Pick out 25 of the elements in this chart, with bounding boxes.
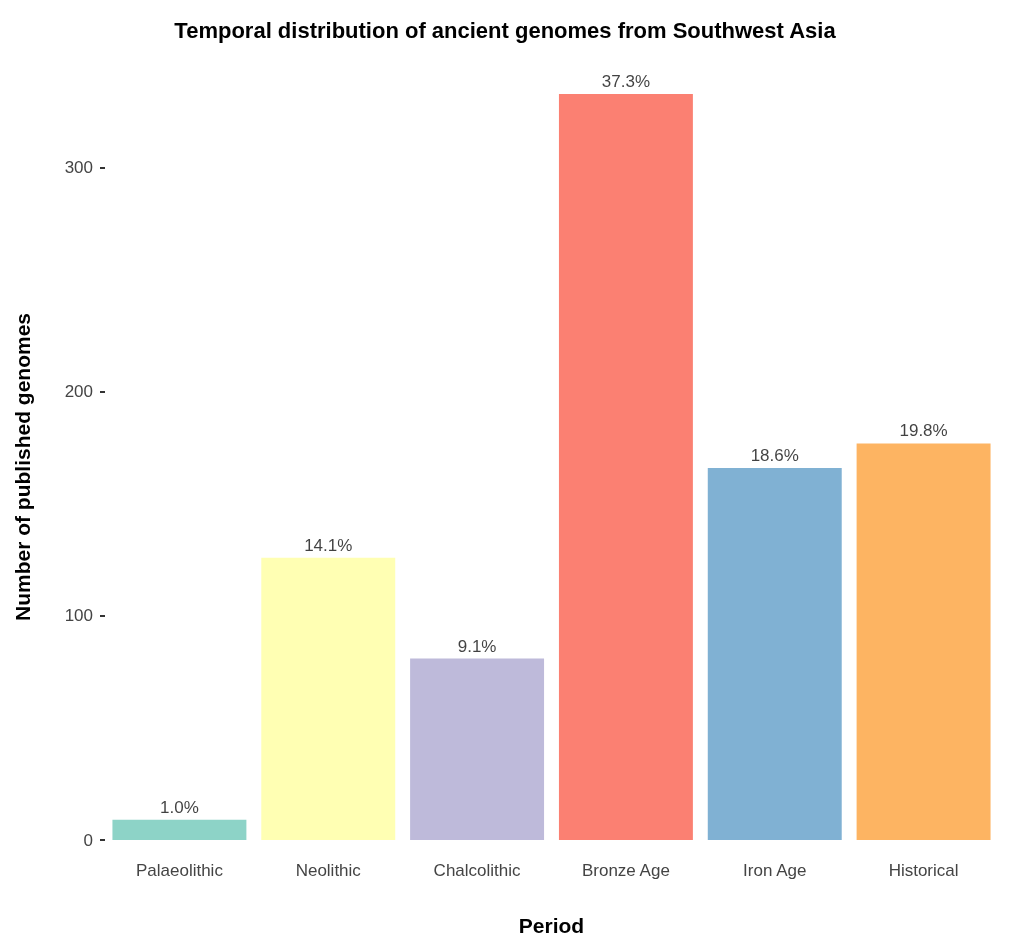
bar — [112, 819, 247, 840]
bar — [707, 468, 842, 840]
x-tick-label: Historical — [888, 861, 959, 880]
chart-title: Temporal distribution of ancient genomes from Southwest Asia — [174, 17, 837, 43]
bar — [410, 658, 545, 840]
bar — [558, 94, 693, 840]
annotation: 14.1% — [304, 535, 353, 555]
x-tick-label: Bronze Age — [581, 861, 670, 880]
annotation: 1.0% — [160, 797, 199, 817]
x-tick-label: Chalcolithic — [433, 861, 522, 880]
y-tick-label: 100 — [64, 606, 93, 626]
y-tick-label: 200 — [64, 382, 93, 402]
y-axis-title: Number of published genomes — [11, 312, 34, 622]
bar — [261, 557, 396, 840]
x-tick-label: Iron Age — [743, 861, 807, 880]
annotation: 19.8% — [899, 421, 948, 441]
y-tick-label: 0 — [83, 830, 93, 850]
x-axis-title: Period — [518, 914, 585, 937]
bar — [856, 443, 991, 840]
x-tick-label: Neolithic — [295, 861, 362, 880]
y-tick-label: 300 — [64, 158, 93, 178]
annotation: 18.6% — [750, 446, 799, 466]
annotation: 37.3% — [601, 72, 651, 91]
annotation: 9.1% — [457, 636, 497, 656]
x-tick-label: Palaeolithic — [135, 861, 224, 880]
